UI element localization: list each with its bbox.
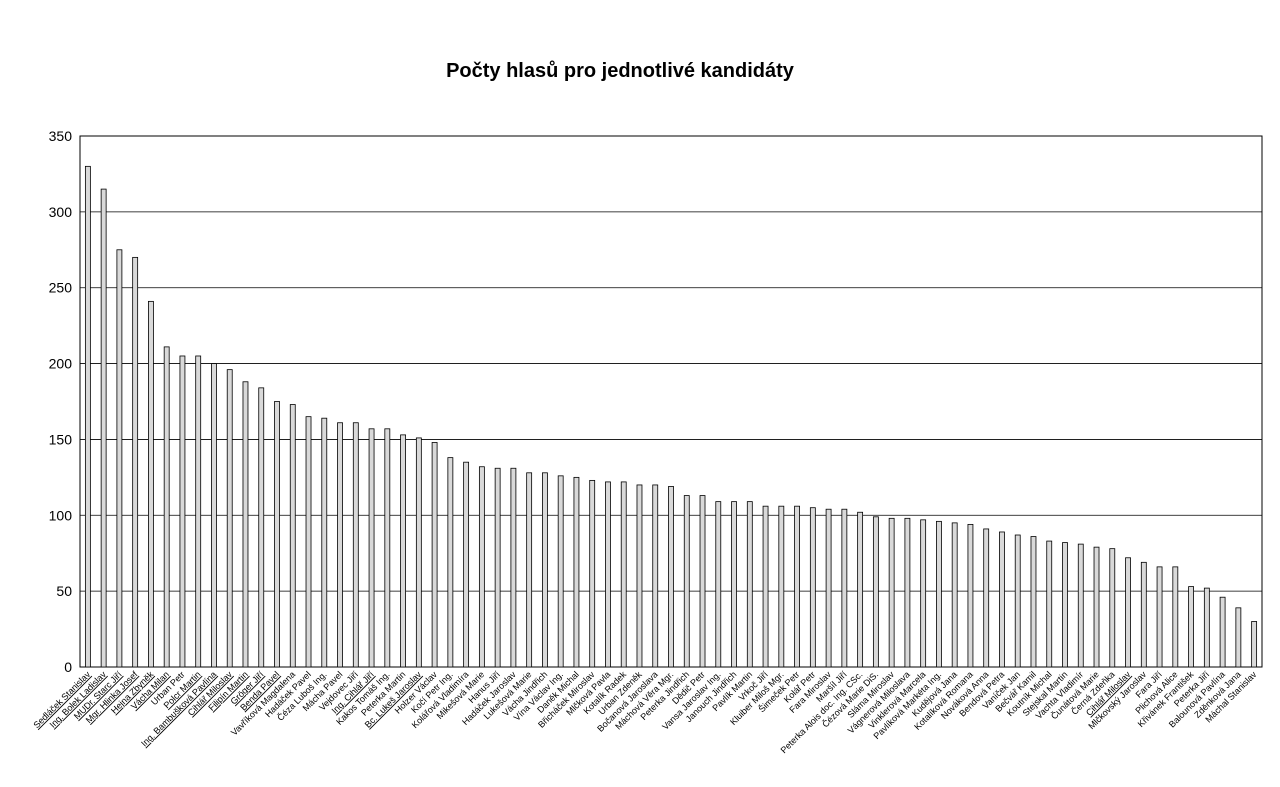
y-tick-label: 150 [49, 431, 73, 447]
bar [967, 523, 974, 668]
bar [415, 437, 422, 668]
bar [321, 417, 328, 668]
bar [1030, 536, 1037, 668]
y-tick-label: 300 [49, 204, 73, 220]
bar [526, 472, 533, 668]
bar [1219, 596, 1226, 668]
bar [463, 461, 470, 668]
bar [715, 501, 722, 668]
bar [1125, 557, 1131, 668]
bar [195, 355, 202, 668]
bar [542, 472, 548, 668]
bar [809, 507, 816, 668]
bar [1172, 566, 1179, 668]
bar [731, 501, 737, 668]
bar [999, 531, 1005, 668]
bar [841, 508, 848, 668]
bar [274, 401, 280, 668]
bar [620, 481, 627, 668]
bar [762, 505, 769, 668]
bar [746, 501, 753, 668]
y-tick-label: 250 [49, 280, 73, 296]
bar [778, 505, 785, 668]
bar [683, 495, 690, 668]
bar [1014, 534, 1021, 668]
bar [983, 528, 990, 668]
bar [447, 457, 454, 668]
bar [699, 495, 706, 668]
bar [1203, 587, 1210, 668]
bar [179, 355, 186, 668]
bar [872, 516, 879, 668]
bar [226, 369, 233, 668]
bar [1235, 607, 1242, 668]
y-tick-label: 0 [64, 659, 72, 675]
bar [936, 520, 942, 668]
bar [1156, 566, 1163, 668]
bar [1093, 546, 1100, 668]
bar [1188, 586, 1194, 668]
bar [368, 428, 375, 668]
bar [573, 476, 580, 668]
bar [431, 442, 438, 668]
bar [951, 522, 958, 668]
bar [825, 508, 832, 668]
bar [148, 300, 154, 668]
bar [857, 511, 864, 668]
chart-title: Počty hlasů pro jednotlivé kandidáty [446, 60, 794, 82]
y-tick-label: 200 [49, 356, 73, 372]
bar [1046, 540, 1053, 668]
bar [242, 381, 249, 668]
bar [258, 387, 265, 668]
bar [920, 519, 927, 668]
bar [305, 416, 312, 668]
bar [84, 165, 91, 668]
bar [510, 467, 517, 668]
bar [1109, 548, 1116, 668]
bar [904, 517, 911, 668]
y-tick-label: 350 [49, 128, 73, 144]
bar [1140, 561, 1147, 668]
bar [557, 475, 564, 668]
bar [400, 434, 406, 668]
bar [888, 517, 895, 668]
bar [494, 467, 501, 668]
bar [1077, 543, 1084, 668]
bar [605, 481, 611, 668]
bar [668, 486, 674, 668]
bar [1251, 621, 1258, 668]
bar [289, 404, 296, 668]
bar [1062, 542, 1068, 668]
bar [652, 484, 659, 668]
bar [589, 479, 596, 668]
y-tick-label: 100 [49, 507, 73, 523]
bar [337, 422, 343, 668]
bar [352, 422, 359, 668]
bar [478, 466, 485, 668]
bar [100, 188, 107, 668]
bar [211, 363, 217, 668]
bar [384, 428, 391, 668]
bar [132, 256, 139, 668]
bar [163, 346, 170, 668]
bar [794, 505, 800, 668]
bar [636, 484, 643, 668]
y-tick-label: 50 [56, 583, 72, 599]
bar [116, 249, 123, 668]
